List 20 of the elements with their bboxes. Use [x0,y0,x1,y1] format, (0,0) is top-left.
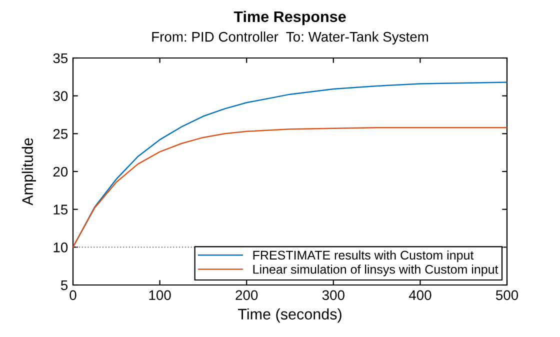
x-tick-label: 200 [236,290,258,300]
y-axis-title: Amplitude [22,138,36,206]
legend-label: Linear simulation of linsys with Custom input [253,264,498,276]
y-tick-label: 15 [54,204,68,215]
y-tick-label: 35 [53,53,68,64]
x-axis-title: Time (seconds) [238,308,342,323]
x-tick-label: 400 [408,290,432,300]
x-tick-label: 100 [149,290,171,300]
y-tick-label: 30 [53,91,68,102]
y-tick-label: 20 [53,166,68,177]
y-tick-label: 10 [54,242,68,252]
y-tick-label: 5 [60,280,68,290]
line-series [73,126,507,248]
x-tick-label: 500 [496,290,518,300]
x-tick-label: 300 [322,290,344,300]
x-tick-label: 0 [70,290,76,300]
chart-title: Time Response [234,10,346,26]
y-tick-label: 25 [53,129,68,139]
chart-subtitle: From: PID Controller To: Water-Tank System [152,32,428,44]
legend-label: FRESTIMATE results with Custom input [253,250,474,262]
